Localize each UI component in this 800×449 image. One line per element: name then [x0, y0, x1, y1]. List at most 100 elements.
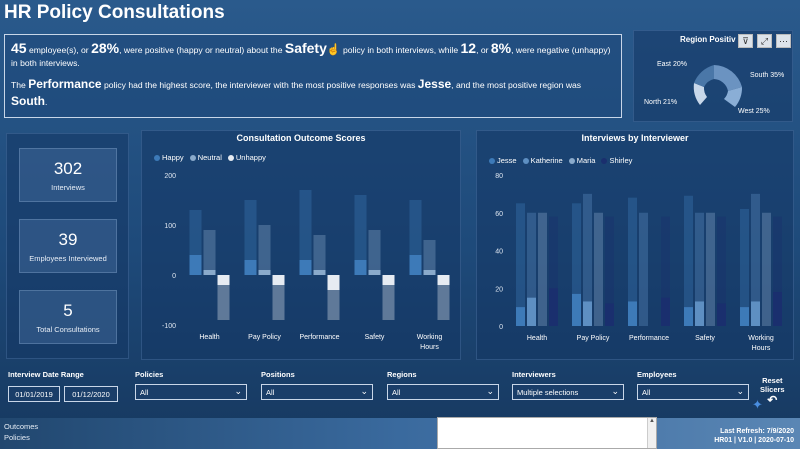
chevron-down-icon: ⌄ [611, 386, 619, 396]
region-label-west: West 25% [738, 108, 770, 115]
positions-dropdown[interactable]: All ⌄ [261, 384, 373, 400]
bar [313, 270, 326, 275]
chevron-down-icon: ⌄ [486, 386, 494, 396]
version-info: HR01 | V1.0 | 2020-07-10 [714, 437, 794, 445]
dropdown-value: All [392, 388, 401, 397]
bar-background [751, 193, 760, 326]
bar-background [354, 195, 367, 275]
legend-item-jesse[interactable]: Jesse [489, 156, 517, 165]
bar [695, 301, 704, 326]
slicer-label: Positions [261, 370, 295, 379]
x-tick-label: Health [527, 335, 547, 342]
kpi-label: Interviews [51, 183, 85, 192]
summary-line-1: 45 employee(s), or 28%, were positive (h… [11, 39, 615, 69]
employees-dropdown-list[interactable]: ▲ [437, 417, 657, 449]
scrollbar[interactable]: ▲ [647, 418, 656, 448]
interviews-by-interviewer-chart[interactable]: Interviews by Interviewer Jesse Katherin… [476, 130, 794, 360]
bar [272, 275, 285, 285]
y-tick-label: 100 [164, 223, 176, 230]
reset-label: Reset [762, 376, 783, 385]
summary-text: , were positive (happy or neutral) about… [119, 45, 285, 55]
bar-background [684, 195, 693, 326]
region-positivity-chart[interactable]: Region Positiv ⊽ ⤢ ⋯ East 20% South 35% … [633, 30, 793, 122]
bar-background [258, 225, 271, 275]
bar-background [717, 216, 726, 326]
bar [773, 292, 782, 326]
legend-item-maria[interactable]: Maria [568, 156, 595, 165]
legend-label: Happy [162, 153, 184, 162]
outcome-plot: 200 100 0 -100 Health Pay Policy Performance Sa… [162, 173, 450, 351]
positive-count: 45 [11, 40, 27, 56]
bar-background [605, 216, 614, 326]
page-tabs: Outcomes Policies [4, 422, 38, 444]
page-tab-outcomes[interactable]: Outcomes [4, 422, 39, 431]
footer-bar [0, 418, 800, 449]
employees-dropdown[interactable]: All ⌄ [637, 384, 749, 400]
bar [423, 270, 436, 275]
employees-slicer: Employees All ⌄ [637, 370, 749, 400]
bar [549, 288, 558, 326]
region-donut: East 20% South 35% West 25% North 21% [644, 61, 784, 115]
slicer-label: Interview Date Range [8, 370, 84, 379]
x-tick-label: Safety [695, 335, 715, 342]
page-title: HR Policy Consultations [4, 2, 225, 23]
y-tick-label: 40 [495, 249, 503, 256]
more-icon[interactable]: ⋯ [776, 34, 791, 48]
date-range-slicer: Interview Date Range 01/01/2019 01/12/202… [8, 370, 122, 402]
bar-background [299, 190, 312, 275]
x-tick-label: Health [199, 334, 219, 341]
reset-label: Slicers [760, 384, 785, 394]
kpi-value: 5 [63, 301, 73, 320]
page-tab-policies[interactable]: Policies [4, 432, 30, 442]
legend-label: Shirley [609, 156, 633, 165]
regions-dropdown[interactable]: All ⌄ [387, 384, 499, 400]
interviewers-dropdown[interactable]: Multiple selections ⌄ [512, 384, 624, 400]
bar-background [583, 193, 592, 326]
y-tick-label: 20 [495, 286, 503, 293]
legend-item-shirley[interactable]: Shirley [601, 156, 632, 165]
focus-icon[interactable]: ⤢ [757, 34, 772, 48]
legend-item-happy[interactable]: Happy [154, 153, 184, 162]
interviewer-plot: 80 60 40 20 0 Health Pay Policy Performance Safe… [495, 173, 782, 352]
bar [327, 275, 340, 290]
summary-text: policy had the highest score, the interv… [101, 80, 418, 91]
chart-legend: Happy Neutral Unhappy [154, 153, 266, 162]
donut-slice-east [694, 65, 714, 87]
y-tick-label: 0 [172, 273, 176, 280]
kpi-value: 302 [53, 159, 83, 178]
bar [516, 307, 525, 326]
legend-item-neutral[interactable]: Neutral [189, 153, 222, 162]
bar-background [423, 240, 436, 275]
summary-text: employee(s), or [26, 45, 92, 55]
policies-dropdown[interactable]: All ⌄ [135, 384, 247, 400]
chart-title: Consultation Outcome Scores [236, 133, 366, 143]
reset-slicers-button[interactable]: Reset Slicers ↶ [760, 376, 785, 408]
slicer-label: Policies [135, 370, 164, 379]
bar [189, 255, 202, 275]
summary-text: , were negative (unhappy) in both interv… [11, 45, 611, 68]
chart-title: Interviews by Interviewer [581, 133, 689, 143]
top-region: South [11, 93, 45, 108]
bar [409, 255, 422, 275]
slicer-label: Interviewers [512, 370, 556, 379]
bar-background [762, 212, 771, 326]
consultation-outcome-chart[interactable]: Consultation Outcome Scores Happy Neutra… [141, 130, 461, 360]
end-date-input[interactable]: 01/12/2020 [64, 386, 118, 402]
bar-background [437, 275, 450, 320]
x-tick-label: Hours [420, 344, 439, 351]
bar-background [549, 216, 558, 326]
kpi-card-employees: 39 Employees Interviewed [19, 219, 117, 273]
bar-background [382, 275, 395, 320]
kpi-panel: 302 Interviews 39 Employees Interviewed … [6, 133, 129, 359]
legend-item-unhappy[interactable]: Unhappy [227, 153, 266, 162]
start-date-input[interactable]: 01/01/2019 [8, 386, 60, 402]
policies-slicer: Policies All ⌄ [135, 370, 247, 400]
legend-item-katherine[interactable]: Katherine [522, 156, 563, 165]
y-tick-label: 60 [495, 211, 503, 218]
filter-icon[interactable]: ⊽ [738, 34, 753, 48]
y-tick-label: -100 [162, 323, 176, 330]
bar [437, 275, 450, 285]
summary-text: policy in both interviews, while [340, 45, 461, 55]
bar [661, 297, 670, 326]
region-label-south: South 35% [750, 72, 784, 79]
